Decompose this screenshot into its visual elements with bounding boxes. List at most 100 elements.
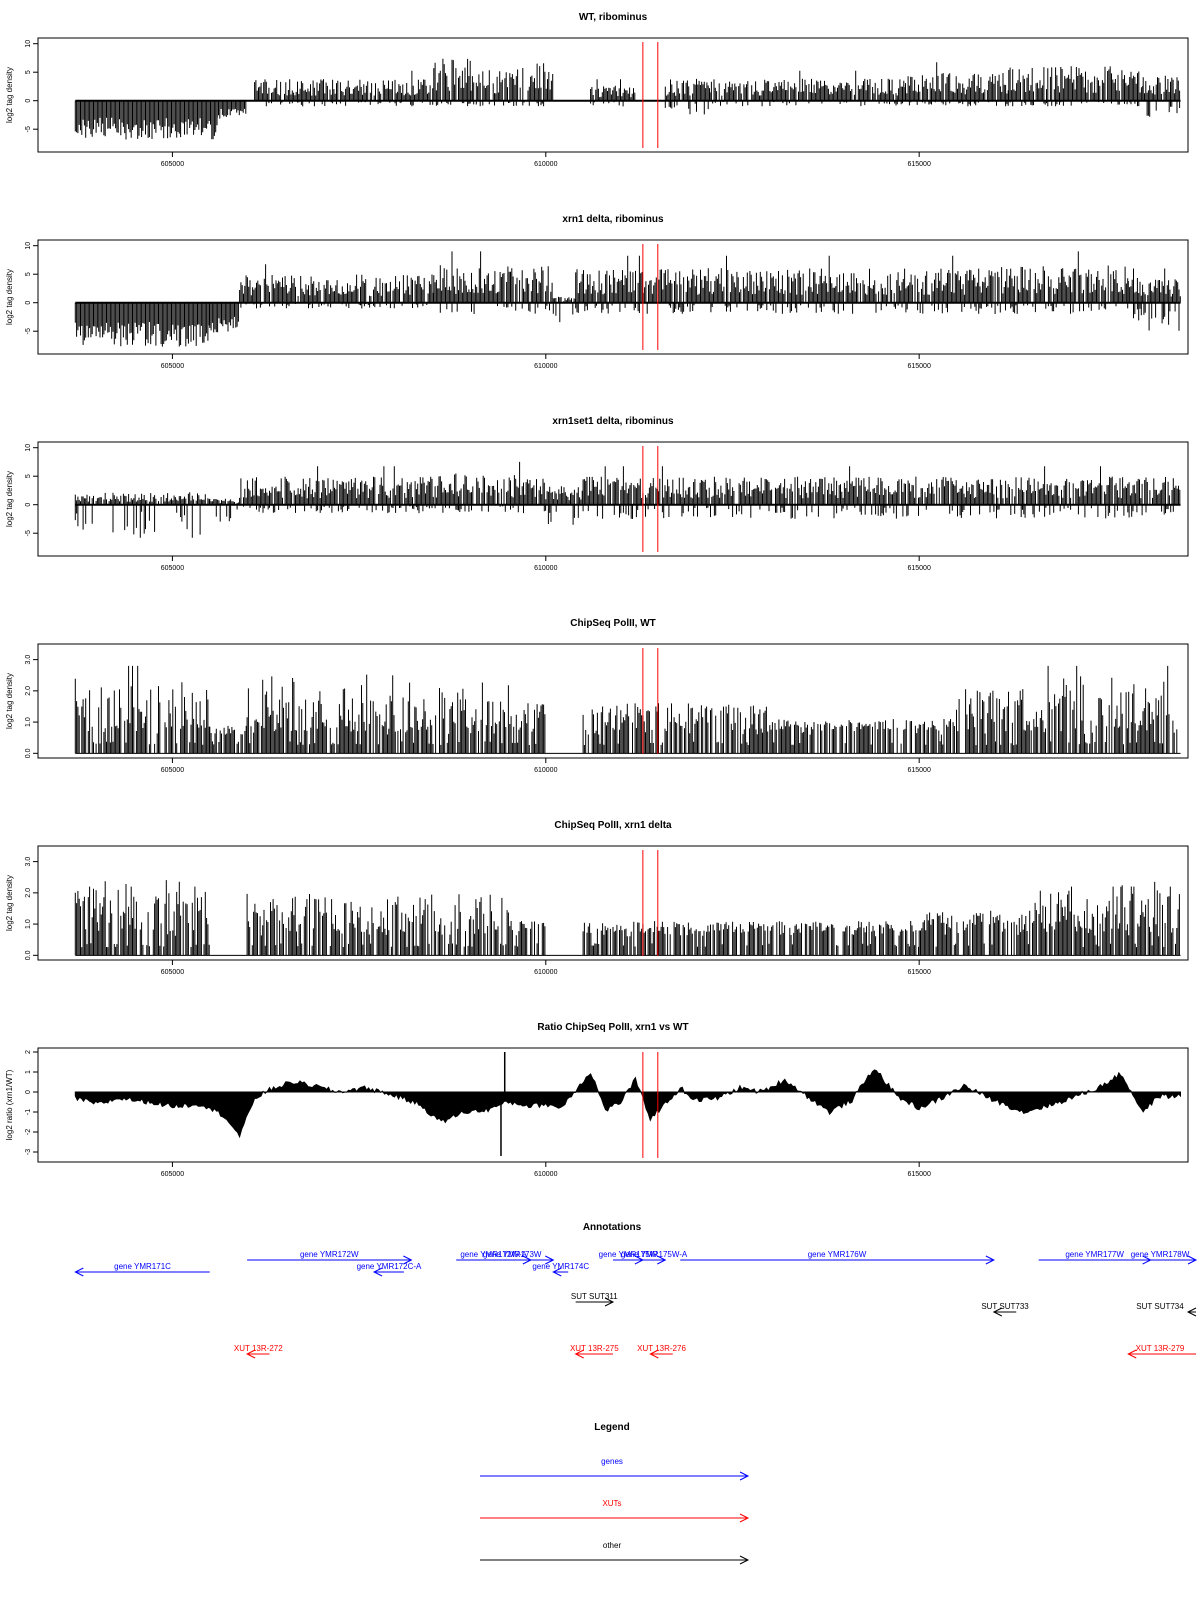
legend-arrow — [480, 1471, 750, 1481]
y-tick-label: 5 — [25, 474, 32, 478]
density-bars — [903, 62, 1009, 107]
x-tick-label: 615000 — [907, 565, 930, 572]
y-tick-label: 2.0 — [25, 888, 32, 898]
plot-frame — [37, 1047, 1189, 1163]
arrow-head — [992, 1307, 1003, 1317]
density-segment — [470, 70, 508, 107]
density-bars — [918, 910, 1031, 956]
y-tick-label: 0 — [25, 503, 32, 507]
density-segment — [664, 78, 710, 115]
density-bars — [956, 689, 1030, 754]
y-tick-label: 0 — [25, 1090, 32, 1094]
density-bars — [545, 486, 583, 525]
density-bars — [254, 70, 434, 107]
y-tick-label: 2 — [25, 1050, 32, 1054]
density-bars — [433, 251, 553, 314]
feature-label: XUT 13R-279 — [1136, 1344, 1185, 1353]
feature-arrow: XUT 13R-276 — [637, 1344, 686, 1359]
y-tick-label: 10 — [25, 40, 32, 48]
density-bars — [590, 79, 636, 107]
y-axis-label: log2 tag density — [5, 875, 14, 931]
density-segment — [246, 674, 509, 754]
y-axis: -3 -2 -1 0 1 2 — [25, 1050, 38, 1155]
track-title: xrn1set1 delta, ribominus — [552, 416, 674, 427]
density-bars — [74, 665, 210, 754]
feature-label: gene YMR173W — [483, 1250, 542, 1259]
x-axis: 605000 610000 615000 — [161, 152, 931, 168]
x-tick-label: 610000 — [534, 363, 557, 370]
y-tick-label: 1.0 — [25, 919, 32, 929]
legend-panel: Legend genes XUTs other — [480, 1422, 750, 1565]
feature-label: XUT 13R-276 — [637, 1344, 686, 1353]
arrow-head — [1186, 1307, 1197, 1317]
plot-frame — [37, 441, 1189, 557]
arrow-head — [1127, 1349, 1137, 1359]
density-segment — [508, 63, 554, 107]
arrow-head — [545, 1255, 555, 1265]
legend-item-other: other — [480, 1541, 750, 1565]
y-tick-label: -1 — [25, 1109, 32, 1115]
density-bars — [209, 498, 239, 522]
arrow-head — [552, 1267, 562, 1277]
x-tick-label: 615000 — [907, 767, 930, 774]
density-bars — [994, 251, 1129, 314]
density-segment — [1032, 881, 1180, 956]
density-bars — [709, 70, 905, 107]
density-bars — [1127, 268, 1181, 331]
x-axis: 605000 610000 615000 — [161, 758, 931, 774]
x-axis: 605000 610000 615000 — [161, 1162, 931, 1178]
y-tick-label: 0.0 — [25, 748, 32, 758]
feature-arrow: XUT 13R-272 — [234, 1344, 283, 1359]
data-series — [74, 461, 1181, 538]
y-tick-label: 5 — [25, 70, 32, 74]
track-6: Ratio ChipSeq PolII, xrn1 vs WT -3 -2 -1 0 1 2… — [5, 1022, 1189, 1178]
arrow-head — [403, 1255, 413, 1265]
density-segment — [582, 703, 769, 754]
y-tick-label: 0 — [25, 99, 32, 103]
annotations-panel: Annotations gene YMR171C gene YMR172W gene… — [74, 1222, 1198, 1359]
density-segment — [74, 880, 210, 956]
x-tick-label: 605000 — [161, 161, 184, 168]
arrow-head — [604, 1297, 615, 1307]
density-segment — [956, 689, 1030, 754]
density-bars — [239, 264, 434, 309]
feature-label: SUT SUT733 — [981, 1302, 1029, 1311]
data-series — [74, 880, 1181, 956]
density-segment — [994, 251, 1129, 314]
density-bars — [74, 302, 210, 347]
density-segment — [74, 302, 210, 347]
density-segment — [1030, 665, 1178, 754]
plot-frame — [37, 239, 1189, 355]
annotations-title: Annotations — [583, 1222, 642, 1233]
track-title: ChipSeq PolII, xrn1 delta — [554, 820, 672, 831]
y-axis: -5 0 5 10 — [25, 40, 38, 132]
arrow-head — [245, 1349, 256, 1359]
feature-arrow: XUT 13R-279 — [1127, 1344, 1196, 1359]
feature-arrow: gene YMR175W-A — [621, 1250, 688, 1265]
density-bars — [74, 492, 210, 538]
feature-arrow: gene YMR174C — [532, 1262, 589, 1277]
feature-label: gene YMR172W — [300, 1250, 359, 1259]
x-tick-label: 605000 — [161, 363, 184, 370]
y-tick-label: 3.0 — [25, 857, 32, 867]
feature-label: gene YMR172C-A — [357, 1262, 422, 1271]
x-tick-label: 615000 — [907, 969, 930, 976]
density-bars — [434, 461, 547, 514]
x-tick-label: 605000 — [161, 1171, 184, 1178]
track-4: ChipSeq PolII, WT 0.0 1.0 2.0 3.0 log2 tag de… — [5, 618, 1189, 774]
density-bars — [1142, 75, 1181, 117]
x-tick-label: 610000 — [534, 767, 557, 774]
y-tick-label: 10 — [25, 444, 32, 452]
y-tick-label: 3.0 — [25, 655, 32, 665]
legend-arrow — [480, 1513, 750, 1523]
density-segment — [433, 58, 471, 107]
arrow-head — [739, 1555, 750, 1565]
feature-label: XUT 13R-272 — [234, 1344, 283, 1353]
x-tick-label: 610000 — [534, 969, 557, 976]
y-axis-label: log2 ratio (xrn1/WT) — [5, 1069, 14, 1140]
density-segment — [239, 466, 434, 514]
density-segment — [254, 70, 434, 107]
x-axis: 605000 610000 615000 — [161, 960, 931, 976]
density-segment — [918, 910, 1031, 956]
feature-arrow: gene YMR175W — [599, 1250, 658, 1265]
